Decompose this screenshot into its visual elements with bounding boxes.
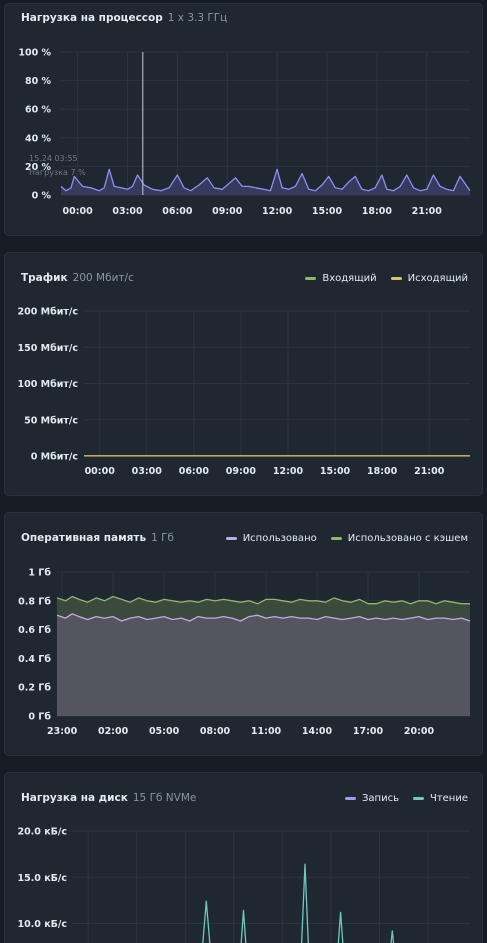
x-tick-label: 03:00: [112, 206, 143, 217]
cpu-chart[interactable]: 100 % 80 % 60 % 40 % 20 % 0 % 00:00 03:00 06:00 0…: [5, 4, 483, 236]
y-tick-label: 0.4 Гб: [18, 654, 51, 665]
y-tick-label: 0 Мбит/с: [31, 452, 78, 463]
disk-card: Нагрузка на диск 15 Гб NVMe Запись Чтени…: [4, 772, 483, 943]
cpu-title: Нагрузка на процессор: [21, 12, 163, 24]
y-tick-label: 10.0 кБ/с: [17, 919, 67, 930]
x-tick-label: 15:00: [312, 206, 343, 217]
y-tick-label: 0 %: [32, 191, 52, 202]
ram-chart[interactable]: 1 Гб 0.8 Гб 0.6 Гб 0.4 Гб 0.2 Гб 0 Гб 23:00 02:…: [5, 513, 483, 756]
y-tick-label: 150 Мбит/с: [18, 343, 79, 354]
y-tick-label: 100 Мбит/с: [18, 379, 79, 390]
x-tick-label: 05:00: [149, 726, 180, 737]
legend-swatch-incoming: [305, 276, 317, 280]
y-tick-label: 0.6 Гб: [18, 625, 51, 636]
y-tick-label: 200 Мбит/с: [18, 307, 79, 318]
disk-legend: Запись Чтение: [345, 793, 468, 804]
y-tick-label: 15.0 кБ/с: [17, 873, 67, 884]
legend-swatch-used: [225, 536, 237, 540]
area-fill-0: [61, 169, 470, 195]
x-tick-label: 00:00: [63, 206, 94, 217]
y-tick-label: 20.0 кБ/с: [17, 827, 67, 838]
y-tick-label: 80 %: [25, 76, 52, 87]
hover-value: Нагрузка 7 %: [29, 168, 86, 177]
legend-label-used-cache: Использовано с кэшем: [347, 532, 468, 544]
y-tick-label: 60 %: [25, 105, 52, 116]
x-tick-label: 09:00: [226, 466, 257, 477]
legend-item-outgoing[interactable]: Исходящий: [390, 272, 468, 284]
x-tick-label: 14:00: [302, 726, 333, 737]
legend-item-incoming[interactable]: Входящий: [305, 272, 377, 284]
legend-swatch-write: [345, 796, 356, 800]
series-line-0: [60, 168, 471, 192]
disk-chart[interactable]: 20.0 кБ/с15.0 кБ/с10.0 кБ/с5.0 кБ/с: [5, 773, 483, 943]
area-fill-1: [57, 613, 470, 716]
legend-label-read: Чтение: [429, 792, 468, 804]
traffic-legend: Входящий Исходящий: [305, 273, 468, 284]
series-line-1: [56, 613, 471, 622]
traffic-card-header: Трафик 200 Мбит/с Входящий Исходящий: [21, 272, 468, 284]
traffic-card: Трафик 200 Мбит/с Входящий Исходящий 200…: [4, 252, 483, 496]
legend-item-read[interactable]: Чтение: [412, 792, 468, 804]
x-tick-label: 11:00: [251, 726, 282, 737]
legend-swatch-read: [412, 796, 424, 800]
disk-title: Нагрузка на диск: [21, 792, 128, 804]
x-tick-label: 12:00: [262, 206, 293, 217]
y-tick-label: 1 Гб: [28, 568, 51, 579]
cpu-subtitle: 1 x 3.3 ГГц: [167, 12, 228, 24]
x-tick-label: 21:00: [412, 206, 443, 217]
series-line-0: [56, 595, 470, 605]
cpu-card-header: Нагрузка на процессор 1 x 3.3 ГГц: [21, 12, 468, 24]
ram-card: Оперативная память 1 Гб Использовано Исп…: [4, 512, 483, 756]
ram-card-header: Оперативная память 1 Гб Использовано Исп…: [21, 532, 468, 544]
cpu-card: Нагрузка на процессор 1 x 3.3 ГГц 100 % 8…: [4, 3, 483, 236]
y-tick-label: 50 Мбит/с: [24, 415, 78, 426]
x-tick-label: 00:00: [85, 466, 116, 477]
x-tick-label: 18:00: [362, 206, 393, 217]
legend-item-used-cache[interactable]: Использовано с кэшем: [330, 532, 468, 544]
ram-title: Оперативная память: [21, 532, 147, 544]
x-tick-label: 12:00: [273, 466, 304, 477]
hover-time: 15.24 03:55: [29, 154, 78, 163]
legend-label-used: Использовано: [242, 532, 317, 544]
legend-item-write[interactable]: Запись: [345, 793, 399, 804]
traffic-subtitle: 200 Мбит/с: [72, 272, 134, 284]
series-line-1: [202, 863, 395, 943]
x-tick-label: 18:00: [367, 466, 398, 477]
y-tick-label: 40 %: [25, 133, 52, 144]
y-tick-label: 20 %: [25, 162, 52, 173]
x-tick-label: 20:00: [404, 726, 435, 737]
legend-swatch-outgoing: [390, 276, 402, 280]
x-tick-label: 23:00: [47, 726, 78, 737]
disk-card-header: Нагрузка на диск 15 Гб NVMe Запись Чтени…: [21, 792, 468, 804]
x-tick-label: 15:00: [320, 466, 351, 477]
legend-label-outgoing: Исходящий: [407, 272, 468, 284]
y-tick-label: 0.2 Гб: [18, 683, 51, 694]
traffic-chart[interactable]: 200 Мбит/с 150 Мбит/с 100 Мбит/с 50 Мбит/с 0…: [5, 253, 483, 496]
x-tick-label: 21:00: [414, 466, 445, 477]
y-tick-label: 0.8 Гб: [18, 596, 51, 607]
x-tick-label: 06:00: [162, 206, 193, 217]
legend-label-incoming: Входящий: [322, 272, 377, 284]
traffic-title: Трафик: [21, 272, 68, 284]
x-tick-label: 08:00: [200, 726, 231, 737]
x-tick-label: 03:00: [132, 466, 163, 477]
ram-subtitle: 1 Гб: [151, 532, 175, 544]
legend-item-used[interactable]: Использовано: [225, 532, 317, 544]
x-tick-label: 17:00: [353, 726, 384, 737]
y-tick-label: 0 Гб: [28, 712, 51, 723]
legend-swatch-used-cache: [330, 536, 342, 540]
ram-legend: Использовано Использовано с кэшем: [225, 532, 468, 544]
legend-label-write: Запись: [362, 792, 399, 804]
x-tick-label: 09:00: [212, 206, 243, 217]
disk-subtitle: 15 Гб NVMe: [132, 792, 197, 804]
x-tick-label: 06:00: [179, 466, 210, 477]
x-tick-label: 02:00: [98, 726, 129, 737]
y-tick-label: 100 %: [18, 48, 51, 59]
